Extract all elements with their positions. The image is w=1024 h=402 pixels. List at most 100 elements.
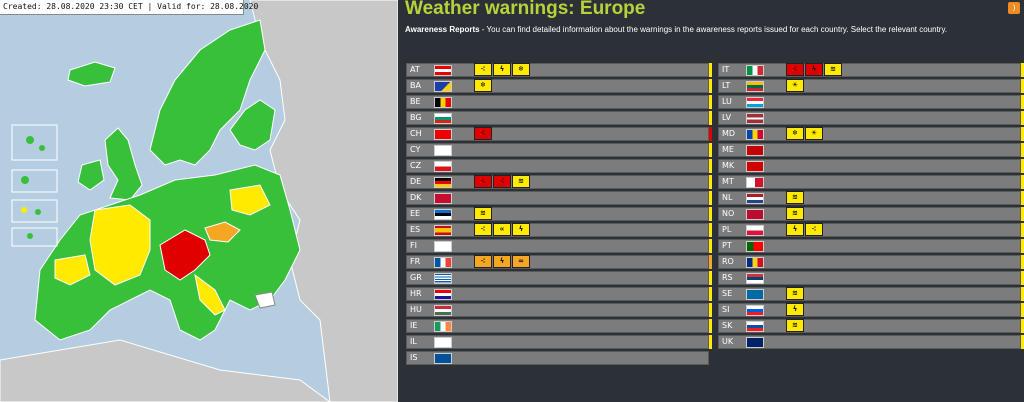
max-level-indicator	[709, 255, 712, 269]
country-row-mt[interactable]: MT	[718, 174, 1024, 190]
country-row-nl[interactable]: NL ≋	[718, 190, 1024, 206]
wind-icon[interactable]: ≋	[786, 319, 804, 332]
snow-ice-icon[interactable]: ❄	[512, 63, 530, 76]
country-row-bar[interactable]	[718, 271, 1021, 285]
belgium-flag	[434, 97, 452, 108]
country-row-si[interactable]: SI ϟ	[718, 302, 1024, 318]
rain-icon[interactable]: ⁖	[786, 63, 804, 76]
country-row-de[interactable]: DE ⁖ ⁖ ≋	[406, 174, 712, 190]
country-row-lv[interactable]: LV	[718, 110, 1024, 126]
country-row-bar[interactable]	[718, 239, 1021, 253]
country-row-is[interactable]: IS	[406, 350, 712, 366]
country-row-bar[interactable]	[406, 191, 709, 205]
country-row-es[interactable]: ES ⁖ ∝ ϟ	[406, 222, 712, 238]
country-row-cy[interactable]: CY	[406, 142, 712, 158]
rain-icon[interactable]: ⁖	[474, 63, 492, 76]
thunderstorm-icon[interactable]: ϟ	[512, 223, 530, 236]
country-row-ee[interactable]: EE ≋	[406, 206, 712, 222]
country-row-hr[interactable]: HR	[406, 286, 712, 302]
country-row-no[interactable]: NO ≋	[718, 206, 1024, 222]
country-row-gr[interactable]: GR	[406, 270, 712, 286]
wind-icon[interactable]: ≋	[786, 191, 804, 204]
country-row-ch[interactable]: CH ⁖	[406, 126, 712, 142]
country-row-it[interactable]: IT ⁖ ϟ ≋	[718, 62, 1024, 78]
country-code: DE	[410, 177, 422, 186]
snow-ice-icon[interactable]: ❄	[786, 127, 804, 140]
country-code: RO	[722, 257, 734, 266]
thunderstorm-icon[interactable]: ϟ	[786, 303, 804, 316]
country-row-mk[interactable]: MK	[718, 158, 1024, 174]
country-row-be[interactable]: BE	[406, 94, 712, 110]
country-row-uk[interactable]: UK	[718, 334, 1024, 350]
country-row-bar[interactable]	[406, 95, 709, 109]
country-row-bar[interactable]	[718, 255, 1021, 269]
country-row-se[interactable]: SE ≋	[718, 286, 1024, 302]
thunderstorm-icon[interactable]: ϟ	[493, 255, 511, 268]
country-row-lt[interactable]: LT ☀	[718, 78, 1024, 94]
country-row-ro[interactable]: RO	[718, 254, 1024, 270]
country-code: MK	[722, 161, 735, 170]
wind-icon[interactable]: ≋	[824, 63, 842, 76]
thunderstorm-icon[interactable]: ϟ	[786, 223, 804, 236]
country-row-bar[interactable]	[718, 335, 1021, 349]
europe-warning-map[interactable]: Created: 28.08.2020 23:30 CET | Valid fo…	[0, 0, 398, 402]
country-row-bar[interactable]	[406, 143, 709, 157]
iceland-flag	[434, 353, 452, 364]
thunderstorm-icon[interactable]: ϟ	[493, 63, 511, 76]
high-temperature-icon[interactable]: ☀	[805, 127, 823, 140]
map-header-validity: Created: 28.08.2020 23:30 CET | Valid fo…	[0, 0, 258, 15]
snow-ice-icon[interactable]: ❄	[474, 79, 492, 92]
country-row-rs[interactable]: RS	[718, 270, 1024, 286]
country-row-cz[interactable]: CZ	[406, 158, 712, 174]
map-graphic[interactable]	[0, 0, 398, 402]
country-row-bar[interactable]	[718, 159, 1021, 173]
country-row-pl[interactable]: PL ϟ ⁖	[718, 222, 1024, 238]
country-row-bar[interactable]	[718, 95, 1021, 109]
wind-icon[interactable]: ≋	[786, 287, 804, 300]
country-row-ba[interactable]: BA ❄	[406, 78, 712, 94]
country-row-pt[interactable]: PT	[718, 238, 1024, 254]
thunderstorm-icon[interactable]: ϟ	[805, 63, 823, 76]
wind-icon[interactable]: ≋	[786, 207, 804, 220]
rain-icon[interactable]: ⁖	[474, 175, 492, 188]
country-row-bar[interactable]	[406, 303, 709, 317]
rain-icon[interactable]: ⁖	[474, 255, 492, 268]
rain-icon[interactable]: ⁖	[474, 127, 492, 140]
country-row-bar[interactable]	[406, 287, 709, 301]
country-row-bar[interactable]	[406, 271, 709, 285]
country-row-me[interactable]: ME	[718, 142, 1024, 158]
country-row-hu[interactable]: HU	[406, 302, 712, 318]
finland-flag	[434, 241, 452, 252]
rain-icon[interactable]: ⁖	[805, 223, 823, 236]
country-row-bg[interactable]: BG	[406, 110, 712, 126]
max-level-indicator	[709, 303, 712, 317]
country-row-bar[interactable]	[718, 175, 1021, 189]
slovenia-flag	[746, 305, 764, 316]
country-row-fr[interactable]: FR ⁖ ϟ ≈	[406, 254, 712, 270]
country-row-bar[interactable]	[718, 143, 1021, 157]
country-code: LV	[722, 113, 732, 122]
country-row-bar[interactable]	[406, 239, 709, 253]
country-row-bar[interactable]	[406, 111, 709, 125]
wind-icon[interactable]: ≋	[512, 175, 530, 188]
high-temperature-icon[interactable]: ☀	[786, 79, 804, 92]
country-row-md[interactable]: MD ❄ ☀	[718, 126, 1024, 142]
country-row-bar[interactable]	[406, 351, 709, 365]
country-row-bar[interactable]	[718, 111, 1021, 125]
country-row-bar[interactable]	[406, 159, 709, 173]
country-row-bar[interactable]	[406, 335, 709, 349]
country-row-lu[interactable]: LU	[718, 94, 1024, 110]
country-row-sk[interactable]: SK ≋	[718, 318, 1024, 334]
rss-icon[interactable]: )	[1008, 2, 1020, 14]
country-row-il[interactable]: IL	[406, 334, 712, 350]
country-row-bar[interactable]	[406, 319, 709, 333]
flood-icon[interactable]: ≈	[512, 255, 530, 268]
country-row-at[interactable]: AT ⁖ ϟ ❄	[406, 62, 712, 78]
country-row-fi[interactable]: FI	[406, 238, 712, 254]
country-row-ie[interactable]: IE	[406, 318, 712, 334]
wind-icon[interactable]: ≋	[474, 207, 492, 220]
rain-icon[interactable]: ⁖	[493, 175, 511, 188]
coastal-icon[interactable]: ∝	[493, 223, 511, 236]
rain-icon[interactable]: ⁖	[474, 223, 492, 236]
country-row-dk[interactable]: DK	[406, 190, 712, 206]
